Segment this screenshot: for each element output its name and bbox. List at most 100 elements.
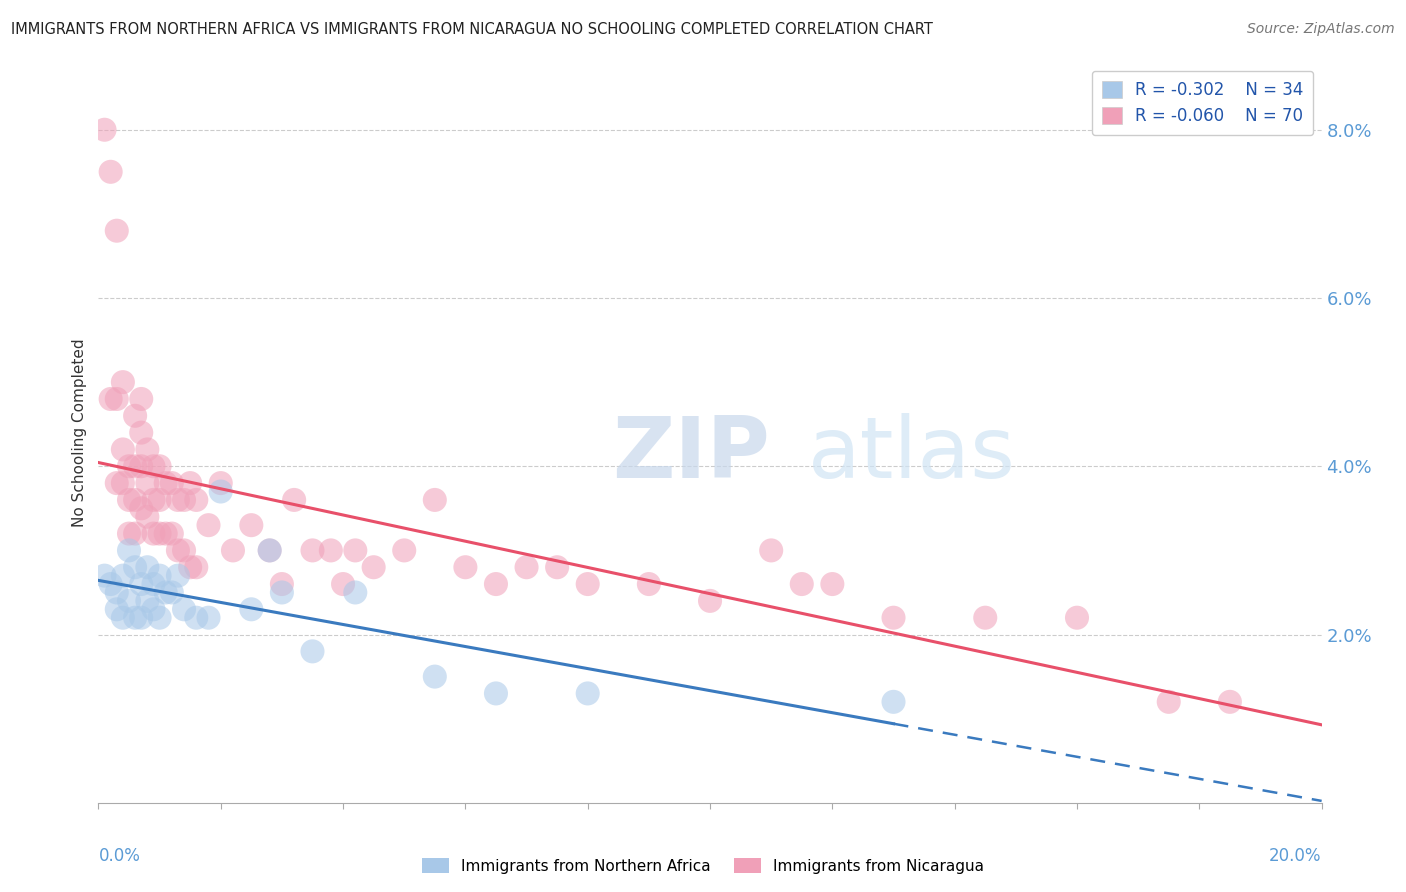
Point [259, 543, 281, 558]
Point [124, 560, 146, 574]
Point [142, 577, 165, 591]
Point [197, 518, 219, 533]
Legend: R = -0.302    N = 34, R = -0.060    N = 70: R = -0.302 N = 34, R = -0.060 N = 70 [1091, 70, 1313, 136]
Point [93, 122, 115, 136]
Point [197, 610, 219, 624]
Point [149, 492, 172, 507]
Point [155, 585, 177, 599]
Text: Source: ZipAtlas.com: Source: ZipAtlas.com [1247, 22, 1395, 37]
Point [111, 442, 134, 457]
Point [93, 568, 115, 582]
Point [149, 459, 172, 474]
Point [423, 492, 446, 507]
Point [160, 585, 183, 599]
Point [222, 543, 245, 558]
Point [100, 577, 122, 591]
Point [363, 560, 385, 574]
Point [186, 492, 208, 507]
Point [209, 484, 232, 499]
Point [637, 577, 661, 591]
Point [105, 476, 128, 491]
Point [790, 577, 813, 591]
Point [301, 644, 323, 658]
Point [454, 560, 477, 574]
Point [142, 492, 165, 507]
Point [111, 610, 134, 624]
Point [124, 526, 146, 541]
Point [576, 577, 599, 591]
Point [129, 392, 152, 406]
Point [149, 568, 172, 582]
Point [155, 476, 177, 491]
Point [759, 543, 782, 558]
Point [124, 459, 146, 474]
Point [129, 577, 152, 591]
Point [136, 442, 159, 457]
Point [576, 686, 599, 700]
Point [111, 375, 134, 389]
Point [118, 594, 141, 608]
Point [179, 476, 201, 491]
Point [129, 425, 152, 440]
Point [124, 492, 146, 507]
Point [142, 602, 165, 616]
Point [1219, 695, 1241, 709]
Text: ZIP: ZIP [612, 413, 770, 496]
Point [179, 560, 201, 574]
Point [136, 560, 159, 574]
Point [105, 224, 128, 238]
Point [301, 543, 323, 558]
Point [124, 409, 146, 423]
Point [270, 577, 292, 591]
Point [1157, 695, 1180, 709]
Point [118, 459, 141, 474]
Point [167, 492, 190, 507]
Point [283, 492, 305, 507]
Point [173, 602, 195, 616]
Point [821, 577, 844, 591]
Point [485, 686, 508, 700]
Point [136, 594, 159, 608]
Legend: Immigrants from Northern Africa, Immigrants from Nicaragua: Immigrants from Northern Africa, Immigra… [415, 852, 991, 880]
Point [149, 610, 172, 624]
Point [111, 476, 134, 491]
Point [209, 476, 232, 491]
Point [129, 459, 152, 474]
Point [142, 459, 165, 474]
Point [186, 610, 208, 624]
Point [105, 585, 128, 599]
Point [270, 585, 292, 599]
Point [259, 543, 281, 558]
Text: 0.0%: 0.0% [98, 847, 141, 865]
Point [332, 577, 354, 591]
Point [344, 585, 367, 599]
Point [883, 695, 905, 709]
Point [118, 543, 141, 558]
Point [699, 594, 721, 608]
Text: IMMIGRANTS FROM NORTHERN AFRICA VS IMMIGRANTS FROM NICARAGUA NO SCHOOLING COMPLE: IMMIGRANTS FROM NORTHERN AFRICA VS IMMIG… [11, 22, 934, 37]
Point [167, 543, 190, 558]
Point [240, 602, 263, 616]
Y-axis label: No Schooling Completed: No Schooling Completed [72, 338, 87, 527]
Point [344, 543, 367, 558]
Point [118, 526, 141, 541]
Point [485, 577, 508, 591]
Point [100, 392, 122, 406]
Point [173, 543, 195, 558]
Point [186, 560, 208, 574]
Point [160, 526, 183, 541]
Point [173, 492, 195, 507]
Point [105, 602, 128, 616]
Point [167, 568, 190, 582]
Point [516, 560, 538, 574]
Point [136, 476, 159, 491]
Point [105, 392, 128, 406]
Point [100, 165, 122, 179]
Point [1066, 610, 1088, 624]
Point [160, 476, 183, 491]
Point [319, 543, 342, 558]
Point [883, 610, 905, 624]
Point [136, 509, 159, 524]
Point [142, 526, 165, 541]
Text: 20.0%: 20.0% [1270, 847, 1322, 865]
